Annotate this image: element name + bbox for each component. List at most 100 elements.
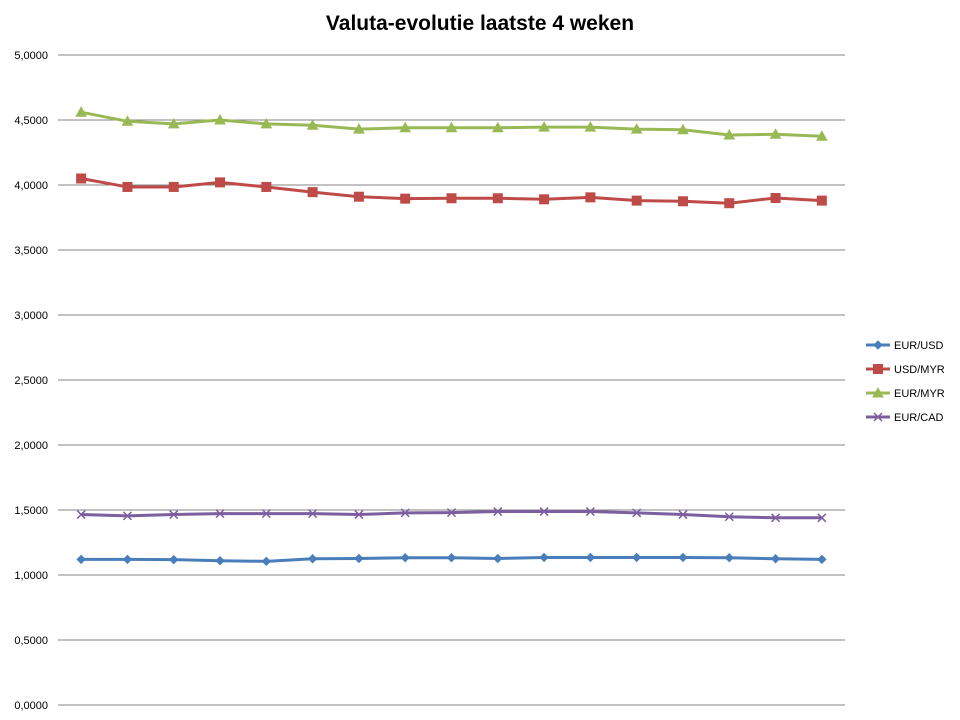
data-point	[400, 193, 411, 204]
chart-title: Valuta-evolutie laatste 4 weken	[325, 12, 635, 35]
legend-item: EUR/MYR	[866, 386, 945, 400]
legend-marker	[873, 364, 883, 374]
y-tick-label: 4,0000	[14, 180, 48, 192]
data-point	[492, 193, 503, 204]
legend-marker	[872, 386, 884, 398]
data-point	[584, 121, 597, 132]
data-point	[169, 554, 179, 565]
data-point	[399, 121, 412, 133]
y-tick-label: 3,0000	[14, 310, 48, 322]
data-point	[308, 509, 318, 519]
legend-label: EUR/CAD	[894, 412, 944, 424]
y-tick-label: 3,5000	[14, 245, 48, 257]
data-point	[770, 193, 781, 203]
data-point	[353, 191, 364, 202]
data-point	[678, 552, 688, 563]
data-point	[539, 507, 549, 517]
series-usd-myr	[76, 173, 827, 209]
data-point	[215, 177, 226, 188]
series-eur-usd	[76, 552, 827, 567]
data-point	[723, 128, 736, 140]
data-point	[677, 123, 689, 135]
series-lines	[75, 106, 828, 567]
data-point	[677, 196, 688, 207]
data-point	[261, 181, 272, 192]
y-tick-label: 2,5000	[14, 375, 48, 387]
data-point	[76, 554, 86, 565]
data-point	[76, 510, 86, 520]
series-eur-myr	[75, 106, 828, 141]
data-point	[631, 195, 642, 206]
data-point	[353, 123, 365, 134]
data-point	[168, 181, 179, 192]
data-point	[121, 115, 134, 126]
legend-marker	[873, 412, 883, 422]
data-point	[260, 117, 273, 129]
data-point	[585, 552, 596, 563]
data-point	[261, 509, 271, 519]
data-point	[261, 556, 272, 567]
data-point	[167, 117, 180, 129]
legend-label: USD/MYR	[894, 364, 945, 376]
data-point	[400, 553, 410, 563]
data-point	[770, 554, 781, 564]
data-point	[585, 192, 596, 203]
data-point	[446, 553, 457, 563]
data-point	[307, 187, 318, 198]
data-point	[307, 554, 318, 564]
data-point	[75, 106, 87, 117]
data-point	[122, 181, 133, 192]
legend: EUR/USD USD/MYR EUR/MYR EUR/CAD	[866, 340, 945, 424]
data-point	[585, 507, 595, 517]
y-tick-label: 2,0000	[14, 440, 48, 452]
y-tick-label: 5,0000	[14, 50, 48, 62]
data-point	[630, 123, 643, 134]
data-point	[445, 121, 458, 133]
data-point	[817, 554, 827, 565]
legend-item: USD/MYR	[866, 364, 945, 376]
legend-label: EUR/MYR	[894, 388, 945, 400]
data-point	[678, 510, 688, 520]
data-point	[214, 113, 226, 125]
data-point	[122, 511, 132, 521]
data-point	[493, 507, 503, 517]
legend-item: EUR/USD	[866, 340, 944, 352]
data-point	[632, 508, 642, 518]
data-point	[724, 198, 735, 209]
data-point	[306, 119, 319, 130]
data-point	[539, 552, 549, 563]
y-tick-label: 1,0000	[14, 570, 48, 582]
data-point	[400, 508, 410, 518]
data-point	[771, 513, 781, 523]
legend-item: EUR/CAD	[866, 412, 944, 424]
y-tick-label: 1,5000	[14, 505, 48, 517]
data-point	[539, 194, 550, 205]
y-tick-label: 4,5000	[14, 115, 48, 127]
data-point	[122, 554, 133, 565]
y-tick-label: 0,0000	[14, 700, 48, 712]
legend-label: EUR/USD	[894, 340, 944, 352]
data-point	[538, 121, 550, 132]
data-point	[724, 512, 734, 522]
data-point	[817, 513, 827, 523]
data-point	[816, 130, 828, 141]
y-tick-label: 0,5000	[14, 635, 48, 647]
data-point	[816, 195, 827, 206]
data-point	[169, 510, 179, 520]
data-point	[631, 552, 642, 563]
legend-marker	[873, 340, 883, 350]
y-axis-tick-labels: 0,0000 0,5000 1,0000 1,5000 2,0000 2,5000 3,00…	[14, 50, 48, 712]
data-point	[446, 193, 457, 204]
data-point	[769, 128, 782, 139]
data-point	[491, 121, 504, 133]
data-point	[215, 509, 225, 519]
data-point	[354, 553, 364, 564]
data-point	[724, 553, 734, 563]
data-point	[215, 555, 225, 566]
data-point	[446, 508, 457, 518]
series-eur-cad	[76, 507, 827, 523]
gridlines	[58, 54, 845, 706]
data-point	[493, 553, 503, 564]
data-point	[354, 510, 364, 520]
